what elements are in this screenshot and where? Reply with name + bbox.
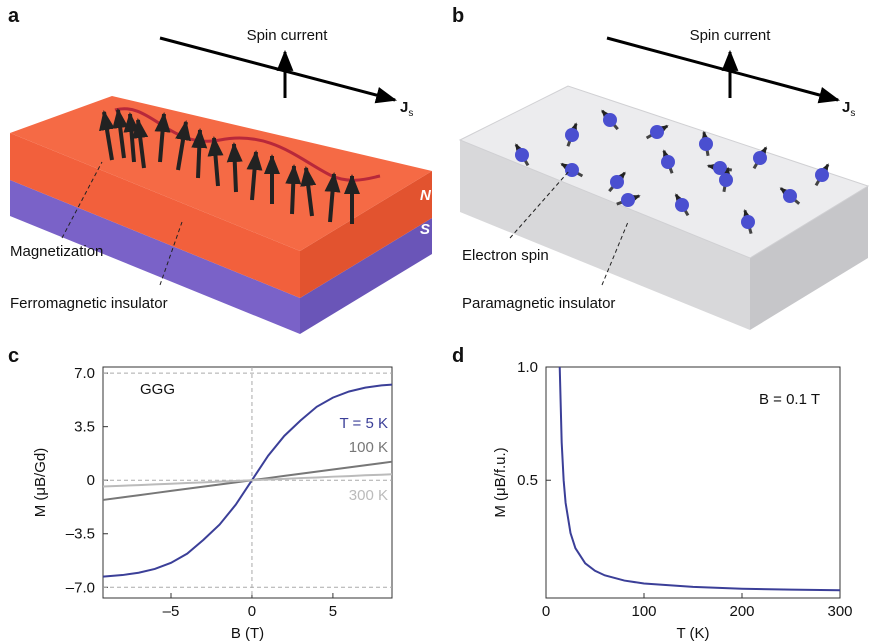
y-tick-label: 0.5 bbox=[517, 472, 538, 489]
electron bbox=[565, 163, 579, 177]
magnetization-arrows bbox=[99, 108, 360, 224]
panel-label: b bbox=[452, 5, 464, 27]
annotation: B = 0.1 T bbox=[759, 391, 820, 408]
panel-label: a bbox=[8, 5, 20, 27]
slab-n-front bbox=[10, 133, 300, 298]
electron bbox=[783, 189, 797, 203]
y-tick-label: 3.5 bbox=[74, 419, 95, 436]
arrow bbox=[112, 108, 129, 159]
electron bbox=[815, 168, 829, 182]
electron bbox=[713, 161, 727, 175]
x-tick-label: –5 bbox=[163, 603, 180, 620]
flow: J bbox=[400, 99, 408, 116]
pointer-label: Ferromagnetic insulator bbox=[10, 295, 168, 312]
charts: 7.0 3.5 0 –3.5 –7.0 –5 0 5 c GGG B (T) M (μB/Gd) T =… bbox=[8, 345, 853, 642]
x-tick-label: 200 bbox=[729, 603, 754, 620]
series-label: 300 K bbox=[349, 487, 388, 504]
slab-s-side bbox=[300, 218, 432, 334]
plot-frame bbox=[102, 366, 393, 599]
y-axis-label: M (μB/Gd) bbox=[32, 448, 49, 517]
arrow bbox=[175, 120, 191, 171]
flow-arrow bbox=[606, 36, 841, 104]
electron-spins bbox=[514, 109, 830, 234]
plot-frame bbox=[545, 366, 841, 599]
arrow bbox=[132, 118, 149, 169]
y-tick-label: 0 bbox=[87, 472, 95, 489]
arrow-label: Spin current bbox=[690, 27, 772, 44]
pointer bbox=[601, 221, 629, 286]
slab-s-front bbox=[10, 180, 300, 334]
electron bbox=[515, 148, 529, 162]
x-axis-label: T (K) bbox=[676, 625, 709, 642]
slab-front bbox=[460, 140, 750, 330]
slab-n-side bbox=[300, 171, 432, 298]
panel-a: a N S Spin current Js Magnetization Ferr… bbox=[8, 5, 432, 334]
x-tick-label: 100 bbox=[631, 603, 656, 620]
electron bbox=[753, 151, 767, 165]
x-tick-label: 0 bbox=[542, 603, 550, 620]
flow-sub: s bbox=[850, 108, 855, 119]
electron bbox=[650, 125, 664, 139]
flow: J bbox=[842, 99, 850, 116]
electron bbox=[610, 175, 624, 189]
series-label: 100 K bbox=[349, 439, 388, 456]
arrow bbox=[324, 172, 341, 223]
arrow bbox=[226, 142, 243, 193]
electron bbox=[661, 155, 675, 169]
data-line bbox=[558, 366, 841, 592]
flow-sub: s bbox=[408, 108, 413, 119]
y-tick-label: 1.0 bbox=[517, 359, 538, 376]
panel-b: b Spin current Js Electron spin Paramagn… bbox=[452, 5, 870, 330]
y-tick-label: 7.0 bbox=[74, 365, 95, 382]
layer-label: N bbox=[420, 187, 432, 204]
y-axis-label: M (μB/f.u.) bbox=[492, 447, 509, 517]
pointer-label: Electron spin bbox=[462, 247, 549, 264]
arrow bbox=[191, 128, 208, 179]
electron bbox=[741, 215, 755, 229]
slab-top bbox=[10, 96, 432, 251]
flow-label: Js bbox=[842, 99, 855, 119]
y-tick-label: –7.0 bbox=[66, 579, 95, 596]
pointer bbox=[509, 169, 571, 239]
electron bbox=[621, 193, 635, 207]
annotation: GGG bbox=[140, 381, 175, 398]
arrow bbox=[99, 110, 115, 161]
arrow bbox=[300, 166, 317, 217]
arrow bbox=[123, 112, 140, 163]
panel-label: c bbox=[8, 345, 19, 367]
pointer-label: Magnetization bbox=[10, 243, 103, 260]
arrow bbox=[154, 112, 171, 163]
y-tick-label: –3.5 bbox=[66, 526, 95, 543]
panel-label: d bbox=[452, 345, 464, 367]
flow-arrow bbox=[159, 36, 398, 104]
arrow bbox=[285, 164, 302, 215]
data-line bbox=[102, 473, 393, 488]
electron bbox=[603, 113, 617, 127]
x-tick-label: 300 bbox=[827, 603, 852, 620]
electron bbox=[675, 198, 689, 212]
slab-top bbox=[458, 85, 870, 259]
x-tick-label: 0 bbox=[248, 603, 256, 620]
x-tick-label: 5 bbox=[329, 603, 337, 620]
slab-side bbox=[750, 186, 868, 330]
arrow-label: Spin current bbox=[247, 27, 329, 44]
electron bbox=[699, 137, 713, 151]
pointer-label: Paramagnetic insulator bbox=[462, 295, 615, 312]
pointer bbox=[61, 161, 103, 239]
arrow bbox=[246, 150, 263, 201]
flow-label: Js bbox=[400, 99, 413, 119]
layer-label: S bbox=[420, 221, 430, 238]
arrow bbox=[207, 136, 224, 187]
series-label: T = 5 K bbox=[339, 415, 388, 432]
electron bbox=[719, 173, 733, 187]
electron bbox=[565, 128, 579, 142]
x-axis-label: B (T) bbox=[231, 625, 264, 642]
